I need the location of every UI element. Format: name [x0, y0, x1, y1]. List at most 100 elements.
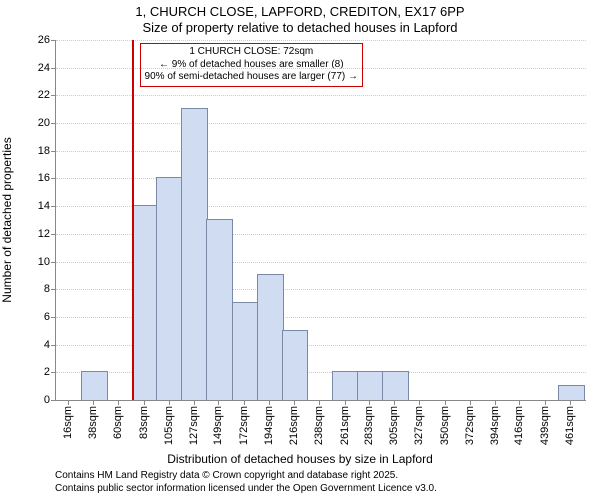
- chart-container: { "title_line1": "1, CHURCH CLOSE, LAPFO…: [0, 0, 600, 500]
- y-tick-label: 8: [44, 283, 50, 295]
- x-tick: [244, 400, 245, 405]
- x-tick-label: 194sqm: [263, 406, 275, 445]
- reference-line: [132, 40, 134, 400]
- y-tick-label: 6: [44, 311, 50, 323]
- x-tick-label: 83sqm: [138, 406, 150, 439]
- y-tick: [51, 289, 56, 290]
- x-tick-label: 372sqm: [464, 406, 476, 445]
- x-tick-label: 60sqm: [112, 406, 124, 439]
- footer-line2: Contains public sector information licen…: [55, 483, 437, 494]
- y-tick: [51, 95, 56, 96]
- x-tick: [345, 400, 346, 405]
- x-tick: [194, 400, 195, 405]
- x-axis-title: Distribution of detached houses by size …: [0, 452, 600, 466]
- x-tick: [144, 400, 145, 405]
- y-tick-label: 24: [38, 62, 50, 74]
- title-line2: Size of property relative to detached ho…: [0, 20, 600, 35]
- x-tick: [570, 400, 571, 405]
- x-tick: [294, 400, 295, 405]
- x-tick: [218, 400, 219, 405]
- x-tick-label: 283sqm: [363, 406, 375, 445]
- y-tick: [51, 40, 56, 41]
- y-tick: [51, 206, 56, 207]
- y-tick: [51, 178, 56, 179]
- histogram-bar: [257, 274, 284, 400]
- x-tick: [519, 400, 520, 405]
- y-tick-label: 22: [38, 89, 50, 101]
- x-tick: [319, 400, 320, 405]
- x-tick: [118, 400, 119, 405]
- y-gridline: [56, 68, 586, 69]
- y-tick: [51, 68, 56, 69]
- y-tick: [51, 317, 56, 318]
- y-tick-label: 16: [38, 172, 50, 184]
- x-tick-label: 261sqm: [339, 406, 351, 445]
- y-tick: [51, 234, 56, 235]
- y-tick: [51, 151, 56, 152]
- histogram-bar: [558, 385, 585, 400]
- x-tick-label: 38sqm: [87, 406, 99, 439]
- y-gridline: [56, 151, 586, 152]
- x-tick-label: 105sqm: [163, 406, 175, 445]
- y-tick: [51, 262, 56, 263]
- y-tick-label: 20: [38, 117, 50, 129]
- histogram-bar: [382, 371, 409, 400]
- y-tick-label: 0: [44, 394, 50, 406]
- x-tick: [394, 400, 395, 405]
- histogram-bar: [132, 205, 159, 400]
- y-gridline: [56, 40, 586, 41]
- plot-area: 1 CHURCH CLOSE: 72sqm ← 9% of detached h…: [55, 40, 586, 401]
- x-tick-label: 216sqm: [288, 406, 300, 445]
- x-tick: [68, 400, 69, 405]
- x-tick-label: 16sqm: [62, 406, 74, 439]
- x-tick-label: 327sqm: [413, 406, 425, 445]
- x-tick-label: 439sqm: [539, 406, 551, 445]
- title-line1: 1, CHURCH CLOSE, LAPFORD, CREDITON, EX17…: [0, 4, 600, 19]
- histogram-bar: [282, 330, 309, 400]
- y-tick-label: 18: [38, 145, 50, 157]
- x-tick-label: 127sqm: [188, 406, 200, 445]
- x-tick-label: 149sqm: [212, 406, 224, 445]
- y-tick: [51, 345, 56, 346]
- histogram-bar: [232, 302, 259, 400]
- histogram-bar: [357, 371, 384, 400]
- x-tick: [495, 400, 496, 405]
- x-tick-label: 350sqm: [439, 406, 451, 445]
- x-tick: [445, 400, 446, 405]
- y-tick: [51, 372, 56, 373]
- y-gridline: [56, 178, 586, 179]
- annotation-line3: 90% of semi-detached houses are larger (…: [145, 71, 358, 84]
- x-tick-label: 238sqm: [313, 406, 325, 445]
- x-tick: [269, 400, 270, 405]
- x-tick-label: 394sqm: [489, 406, 501, 445]
- x-tick: [169, 400, 170, 405]
- y-gridline: [56, 95, 586, 96]
- histogram-bar: [156, 177, 183, 400]
- histogram-bar: [181, 108, 208, 400]
- annotation-line2: ← 9% of detached houses are smaller (8): [145, 59, 358, 72]
- x-tick: [93, 400, 94, 405]
- x-tick: [545, 400, 546, 405]
- y-tick-label: 4: [44, 339, 50, 351]
- annotation-line1: 1 CHURCH CLOSE: 72sqm: [145, 46, 358, 59]
- histogram-bar: [81, 371, 108, 400]
- y-tick-label: 14: [38, 200, 50, 212]
- y-tick-label: 2: [44, 366, 50, 378]
- x-tick: [419, 400, 420, 405]
- y-tick: [51, 123, 56, 124]
- y-tick-label: 26: [38, 34, 50, 46]
- footer-line1: Contains HM Land Registry data © Crown c…: [55, 470, 398, 481]
- x-tick: [470, 400, 471, 405]
- histogram-bar: [206, 219, 233, 400]
- x-tick-label: 172sqm: [238, 406, 250, 445]
- y-tick-label: 12: [38, 228, 50, 240]
- y-axis-title: Number of detached properties: [0, 137, 14, 302]
- y-tick-label: 10: [38, 256, 50, 268]
- y-gridline: [56, 123, 586, 124]
- x-tick: [369, 400, 370, 405]
- x-tick-label: 305sqm: [388, 406, 400, 445]
- y-tick: [51, 400, 56, 401]
- annotation-box: 1 CHURCH CLOSE: 72sqm ← 9% of detached h…: [140, 43, 363, 87]
- x-tick-label: 416sqm: [513, 406, 525, 445]
- x-tick-label: 461sqm: [564, 406, 576, 445]
